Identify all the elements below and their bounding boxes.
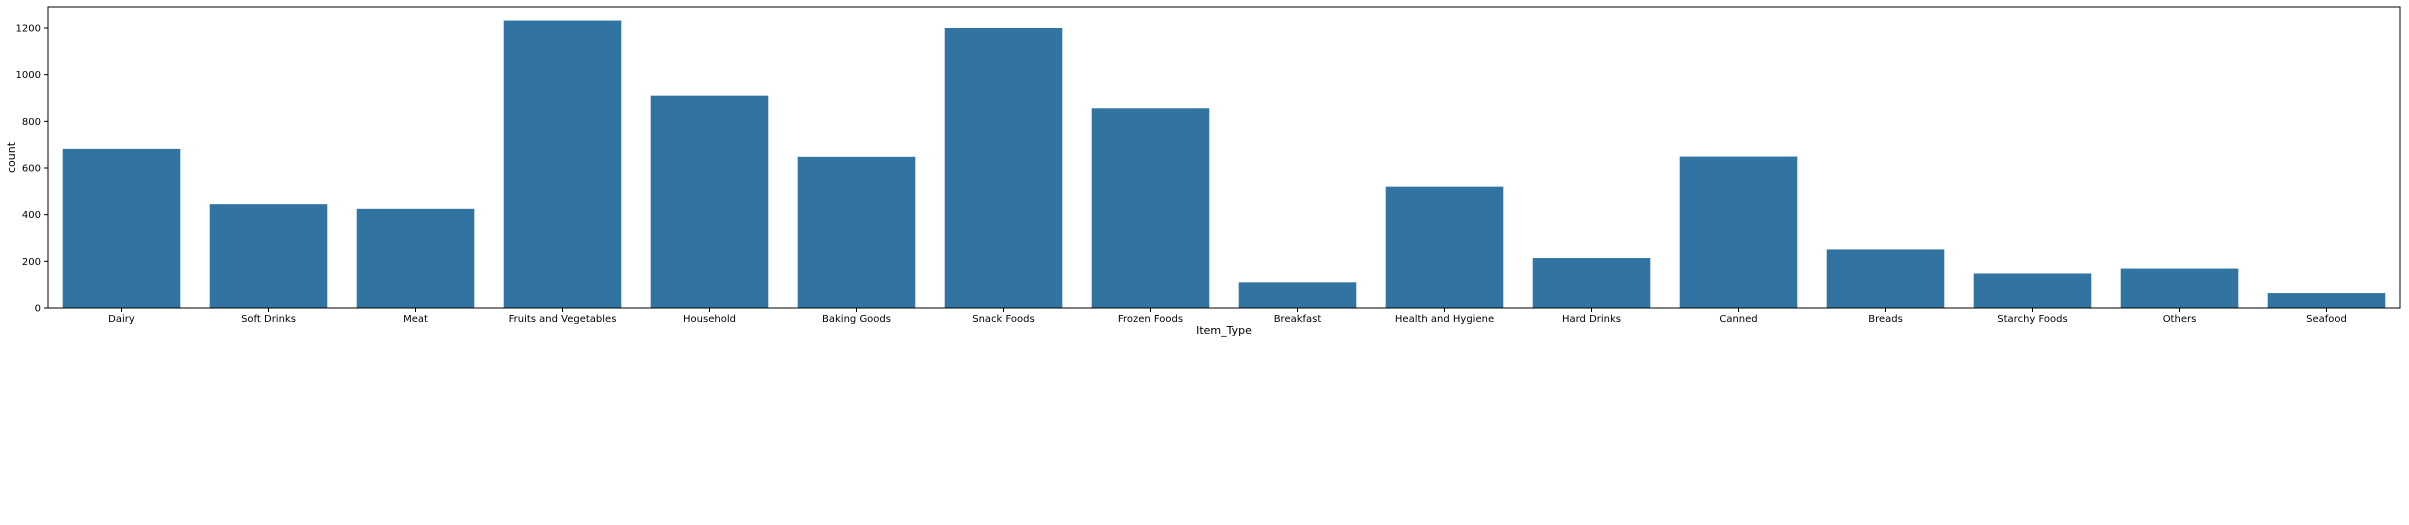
x-tick-label: Snack Foods (972, 314, 1034, 325)
bar (1679, 156, 1798, 308)
x-tick-label: Frozen Foods (1118, 314, 1183, 325)
y-tick-label: 0 (35, 304, 41, 315)
x-tick-label: Breads (1868, 314, 1903, 325)
x-tick-label: Soft Drinks (241, 314, 296, 325)
x-tick-label: Breakfast (1274, 314, 1322, 325)
x-axis-label: Item_Type (1196, 324, 1252, 337)
y-axis-ticks: 0 200 400 600 800 1000 1200 (16, 24, 48, 315)
y-tick-label: 600 (22, 164, 41, 175)
bar (2120, 268, 2239, 308)
bar (1385, 186, 1504, 308)
y-tick-label: 200 (22, 257, 41, 268)
plot-frame (47, 6, 2401, 309)
bar (356, 208, 475, 308)
bar (209, 204, 328, 308)
bar (1238, 282, 1357, 308)
x-tick-label: Baking Goods (822, 314, 891, 325)
x-tick-label: Seafood (2306, 314, 2347, 325)
x-axis-ticks: Dairy Soft Drinks Meat Fruits and Vegetable… (108, 308, 2347, 325)
x-tick-label: Fruits and Vegetables (509, 314, 617, 325)
bar (1826, 249, 1945, 308)
bar (797, 156, 916, 308)
bar (650, 95, 769, 309)
bar (1091, 108, 1210, 309)
x-tick-label: Others (2163, 314, 2197, 325)
bar (1973, 273, 2092, 308)
y-axis-label: count (5, 141, 18, 173)
bar (1532, 258, 1651, 308)
x-tick-label: Meat (403, 314, 428, 325)
bars-group (62, 20, 2386, 309)
y-tick-label: 1200 (16, 24, 41, 35)
x-tick-label: Health and Hygiene (1395, 314, 1494, 325)
x-tick-label: Dairy (108, 314, 135, 325)
bar (503, 20, 622, 309)
x-tick-label: Canned (1719, 314, 1757, 325)
bar (944, 28, 1063, 308)
x-tick-label: Hard Drinks (1562, 314, 1621, 325)
x-tick-label: Starchy Foods (1997, 314, 2067, 325)
y-tick-label: 800 (22, 117, 41, 128)
bar (62, 148, 181, 308)
bar (2267, 293, 2386, 308)
y-tick-label: 400 (22, 210, 41, 221)
y-tick-label: 1000 (16, 70, 41, 81)
x-tick-label: Household (683, 314, 736, 325)
